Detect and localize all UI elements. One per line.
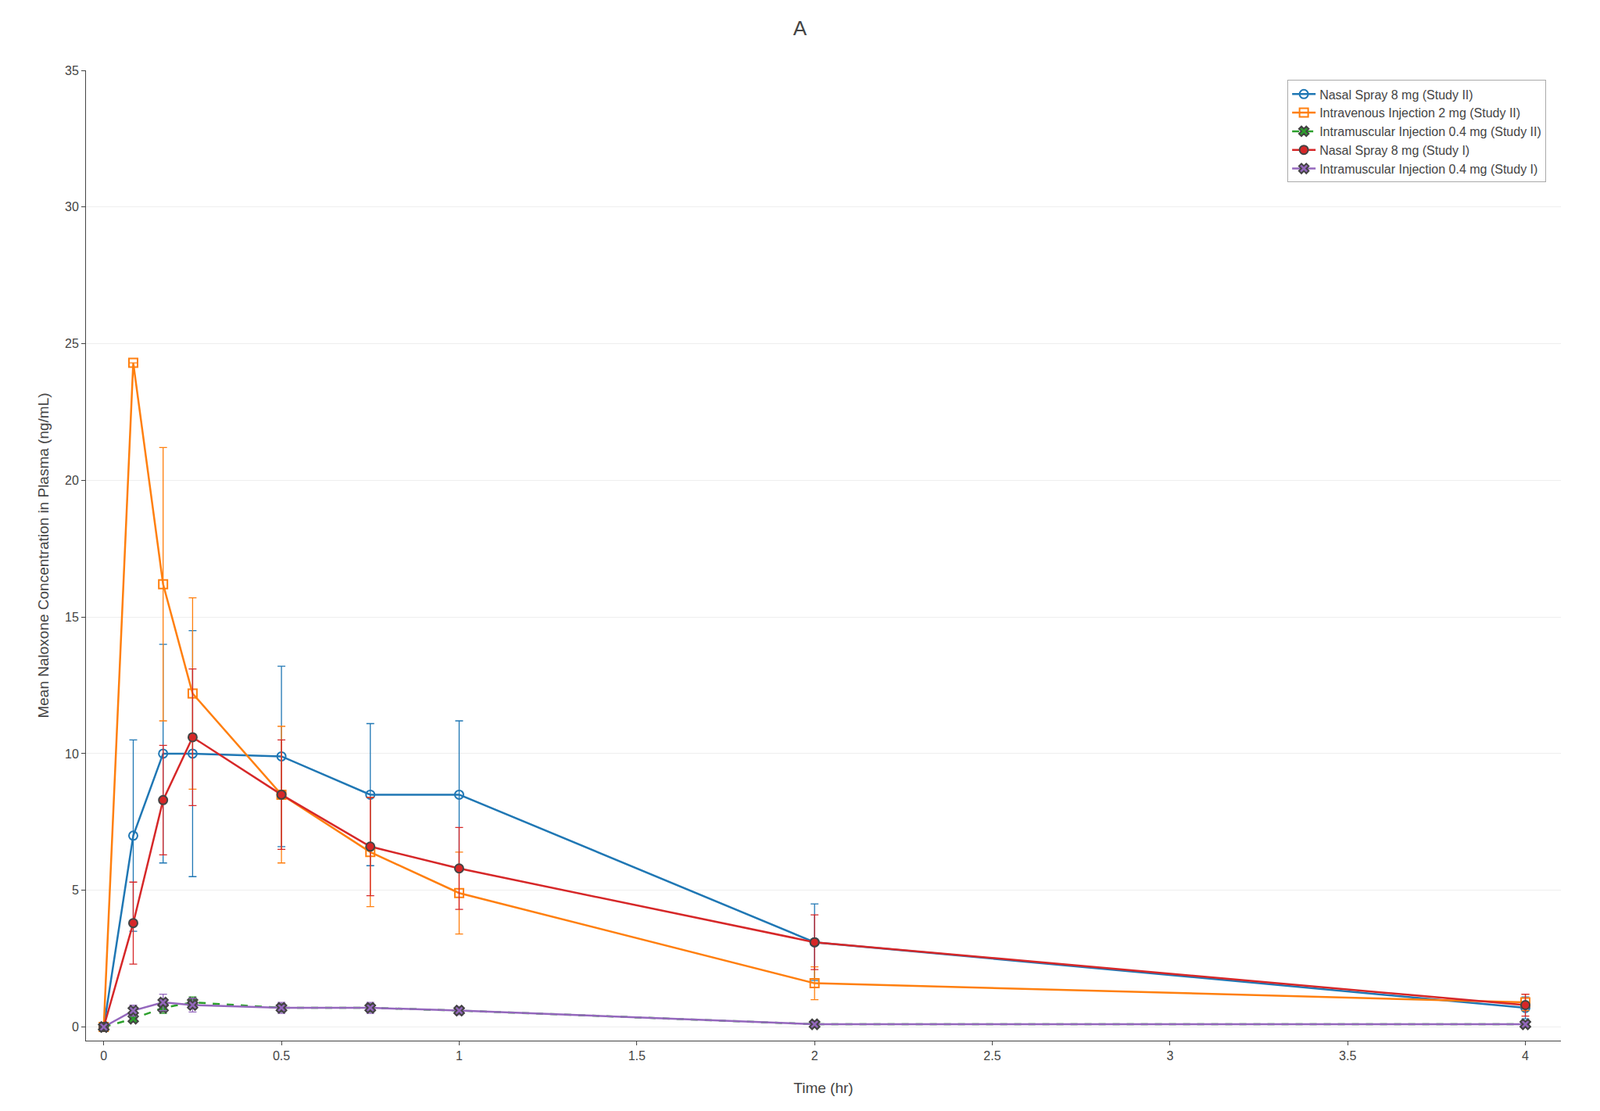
svg-text:3.5: 3.5	[1338, 1048, 1357, 1063]
svg-text:25: 25	[64, 336, 79, 351]
svg-text:3: 3	[1166, 1048, 1174, 1063]
svg-text:20: 20	[64, 473, 79, 487]
svg-text:1: 1	[455, 1048, 463, 1063]
svg-text:35: 35	[64, 64, 79, 78]
svg-text:0: 0	[100, 1048, 108, 1063]
svg-text:2.5: 2.5	[983, 1048, 1001, 1063]
svg-text:0: 0	[71, 1020, 79, 1034]
svg-text:Time (hr): Time (hr)	[793, 1079, 853, 1096]
svg-text:1.5: 1.5	[628, 1048, 646, 1063]
svg-text:2: 2	[811, 1048, 819, 1063]
svg-text:Mean Naloxone Concentration in: Mean Naloxone Concentration in Plasma (n…	[35, 392, 52, 718]
svg-text:Nasal Spray 8 mg (Study I): Nasal Spray 8 mg (Study I)	[1319, 143, 1470, 158]
svg-text:5: 5	[71, 883, 79, 897]
svg-text:A: A	[793, 16, 808, 40]
svg-text:0.5: 0.5	[272, 1048, 290, 1063]
svg-text:4: 4	[1521, 1048, 1529, 1063]
svg-text:Nasal Spray 8 mg (Study II): Nasal Spray 8 mg (Study II)	[1319, 88, 1474, 102]
svg-text:30: 30	[64, 200, 79, 214]
svg-text:Intramuscular Injection 0.4 mg: Intramuscular Injection 0.4 mg (Study II…	[1319, 125, 1542, 139]
svg-text:15: 15	[64, 610, 79, 624]
svg-text:Intravenous Injection 2 mg (St: Intravenous Injection 2 mg (Study II)	[1319, 106, 1521, 120]
svg-text:10: 10	[64, 747, 79, 761]
svg-text:Intramuscular Injection 0.4 mg: Intramuscular Injection 0.4 mg (Study I)	[1319, 162, 1538, 176]
